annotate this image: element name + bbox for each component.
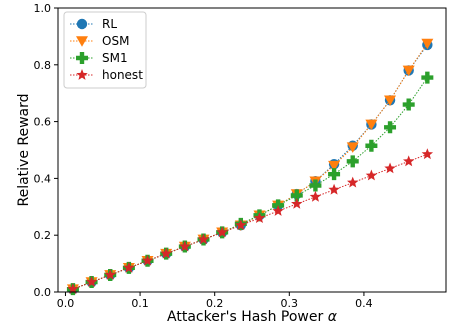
x-tick-label: 0.1: [131, 297, 149, 310]
data-point-honest: [347, 176, 359, 188]
x-tick-label: 0.3: [281, 297, 299, 310]
data-point-honest: [421, 148, 434, 160]
y-tick-label: 0.4: [34, 172, 52, 185]
x-axis-label-symbol: α: [328, 309, 338, 325]
data-point-osm: [365, 119, 378, 131]
data-point-honest: [402, 155, 415, 167]
data-point-honest: [216, 226, 228, 238]
data-point-sm1: [346, 155, 359, 168]
data-point-honest: [85, 276, 98, 287]
y-axis-label: Relative Reward: [16, 93, 32, 206]
data-point-honest: [365, 169, 378, 181]
legend: RL OSM SM1 honest: [63, 11, 147, 89]
y-tick-label: 0.8: [34, 59, 52, 72]
data-point-honest: [123, 261, 135, 273]
data-point-sm1: [365, 139, 378, 152]
legend-box: [63, 11, 147, 89]
data-point-sm1: [384, 121, 397, 134]
data-point-honest: [253, 212, 266, 224]
data-point-honest: [141, 254, 154, 266]
legend-marker-sm1: [76, 52, 88, 64]
legend-label-sm1: SM1: [102, 51, 128, 65]
data-point-honest: [160, 247, 172, 259]
y-tick-label: 1.0: [34, 2, 52, 15]
legend-label-rl: RL: [102, 17, 117, 31]
data-point-osm: [421, 38, 434, 50]
data-point-honest: [67, 283, 79, 295]
data-point-sm1: [421, 71, 434, 84]
x-tick-label: 0.4: [355, 297, 373, 310]
plot-frame: [57, 7, 447, 293]
data-point-honest: [272, 205, 284, 216]
data-point-osm: [328, 160, 341, 172]
legend-label-honest: honest: [102, 68, 143, 82]
y-tick-label: 0.2: [34, 229, 52, 242]
data-point-honest: [384, 162, 396, 174]
x-axis-label-text: Attacker's Hash Power: [167, 309, 323, 325]
legend-label-osm: OSM: [102, 34, 129, 48]
data-point-sm1: [402, 98, 415, 111]
data-point-honest: [179, 240, 191, 252]
data-point-osm: [402, 65, 415, 77]
data-point-honest: [197, 233, 210, 245]
x-tick-label: 0.0: [57, 297, 75, 310]
data-point-sm1: [290, 189, 303, 202]
legend-marker-rl: [76, 18, 88, 30]
data-point-honest: [104, 268, 116, 280]
data-point-osm: [384, 95, 397, 106]
series-sm1: [66, 71, 434, 296]
data-point-sm1: [328, 168, 341, 181]
series-line-sm1: [72, 77, 428, 290]
data-point-honest: [291, 197, 303, 209]
data-point-honest: [309, 190, 322, 202]
y-tick-label: 0.0: [34, 286, 52, 299]
x-tick-label: 0.2: [206, 297, 224, 310]
data-point-sm1: [309, 179, 322, 192]
y-tick-label: 0.6: [34, 116, 52, 129]
data-point-osm: [346, 142, 359, 153]
data-point-honest: [235, 219, 247, 231]
legend-marker-honest: [76, 69, 88, 80]
x-axis-label: Attacker's Hash Power α: [167, 309, 338, 325]
series-layer: [66, 38, 434, 296]
legend-marker-osm: [76, 36, 88, 47]
tick-layer: 0.0 0.1 0.2 0.3 0.4 0.0 0.2 0.4 0.6 0.8 1.0: [34, 2, 373, 310]
data-point-honest: [328, 183, 340, 195]
series-honest: [67, 148, 434, 295]
